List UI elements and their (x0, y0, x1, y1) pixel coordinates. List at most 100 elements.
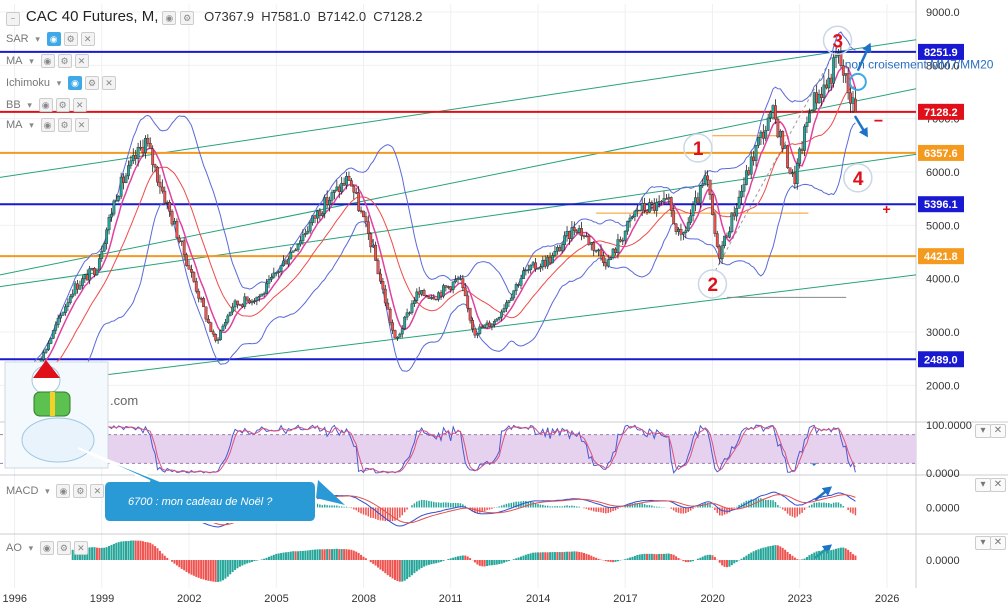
settings-icon[interactable]: ⚙ (180, 11, 195, 25)
eye-icon[interactable]: ◉ (38, 98, 53, 112)
candle-body (318, 210, 322, 216)
candle-body (844, 73, 848, 76)
candle (330, 189, 334, 205)
indicator-ao[interactable]: AO ▾ ◉ ⚙ ✕ (6, 541, 88, 555)
dropdown-icon[interactable]: ▾ (28, 543, 34, 553)
candle-body (832, 57, 836, 84)
eye-icon[interactable]: ◉ (39, 541, 54, 555)
settings-icon[interactable]: ⚙ (56, 541, 71, 555)
close-icon[interactable]: ✕ (102, 76, 117, 90)
candle-body (177, 237, 181, 242)
eye-icon[interactable]: ◉ (162, 11, 177, 25)
candle-body (410, 303, 414, 313)
dropdown-icon[interactable]: ▾ (56, 78, 62, 88)
collapse-pane-icon[interactable]: ▾ (975, 536, 991, 550)
candle (262, 291, 266, 298)
candle (570, 221, 574, 242)
candle-body (442, 285, 445, 297)
candle-body (381, 281, 385, 290)
indicator-sar[interactable]: SAR ▾ ◉ ⚙ ✕ (6, 32, 95, 46)
candle-body (454, 279, 457, 283)
candle (580, 221, 583, 241)
candle-body (512, 290, 516, 299)
candle-body (446, 286, 450, 288)
candle-body (766, 117, 770, 131)
candles-group (13, 43, 857, 393)
candle-body (824, 84, 828, 89)
indicator-macd[interactable]: MACD ▾ ◉ ⚙ ✕ (6, 484, 105, 498)
close-icon[interactable]: ✕ (80, 32, 95, 46)
close-icon[interactable]: ✕ (74, 54, 89, 68)
candle-body (182, 240, 186, 255)
dropdown-icon[interactable]: ▾ (27, 100, 32, 110)
eye-icon[interactable]: ◉ (40, 54, 55, 68)
wave-1-label: 1 (693, 139, 704, 160)
candle-body (233, 300, 237, 308)
candle-body (185, 254, 188, 266)
candle (715, 230, 719, 249)
dropdown-icon[interactable]: ▾ (29, 56, 34, 66)
candle-body (139, 146, 142, 149)
candle-body (759, 131, 763, 138)
close-value: 7128.2 (382, 9, 423, 24)
candle (265, 279, 268, 295)
indicator-label: MA (6, 119, 23, 131)
candle-body (76, 283, 79, 290)
eye-icon[interactable]: ◉ (56, 484, 71, 498)
close-pane-icon[interactable]: ✕ (990, 478, 1006, 492)
settings-icon[interactable]: ⚙ (73, 484, 88, 498)
candle-body (333, 189, 336, 193)
candle-body (478, 326, 482, 334)
candle-body (730, 212, 734, 232)
candle-body (400, 328, 404, 335)
close-icon[interactable]: ✕ (73, 541, 88, 555)
symbol-title[interactable]: CAC 40 Futures, M, (25, 8, 159, 25)
collapse-pane-icon[interactable]: ▾ (975, 478, 991, 492)
eye-icon[interactable]: ◉ (46, 32, 61, 46)
collapse-pane-icon[interactable]: ▾ (975, 424, 991, 438)
candle (64, 303, 67, 316)
candle (255, 296, 259, 306)
close-pane-icon[interactable]: ✕ (990, 424, 1006, 438)
indicator-ma-2[interactable]: MA ▾ ◉ ⚙ ✕ (6, 118, 89, 132)
eye-icon[interactable]: ◉ (68, 76, 83, 90)
close-icon[interactable]: ✕ (72, 98, 87, 112)
candle-body (248, 299, 251, 304)
close-icon[interactable]: ✕ (90, 484, 105, 498)
close-pane-icon[interactable]: ✕ (990, 536, 1006, 550)
candle (136, 142, 140, 167)
settings-icon[interactable]: ⚙ (85, 76, 100, 90)
candle-body (449, 286, 453, 290)
candle (764, 125, 768, 142)
candle-body (793, 172, 797, 184)
settings-icon[interactable]: ⚙ (57, 54, 72, 68)
candle-body (638, 209, 642, 212)
candle (211, 329, 215, 338)
candle-body (587, 235, 591, 245)
settings-icon[interactable]: ⚙ (57, 118, 72, 132)
close-icon[interactable]: ✕ (74, 118, 89, 132)
settings-icon[interactable]: ⚙ (63, 32, 78, 46)
dropdown-icon[interactable]: ▾ (29, 120, 34, 130)
candle-body (531, 262, 535, 266)
indicator-bb[interactable]: BB ▾ ◉ ⚙ ✕ (6, 98, 87, 112)
candle (551, 252, 554, 264)
candle-body (340, 182, 344, 192)
collapse-icon[interactable]: − (6, 12, 20, 26)
candle-body (366, 221, 370, 234)
candle (803, 124, 806, 157)
candle-body (68, 296, 72, 303)
candle (320, 211, 324, 218)
indicator-ichimoku[interactable]: Ichimoku ▾ ◉ ⚙ ✕ (6, 76, 117, 90)
candle (328, 196, 331, 212)
candle (538, 263, 542, 272)
dropdown-icon[interactable]: ▾ (35, 34, 40, 44)
dropdown-icon[interactable]: ▾ (45, 486, 50, 496)
eye-icon[interactable]: ◉ (40, 118, 55, 132)
indicator-ma[interactable]: MA ▾ ◉ ⚙ ✕ (6, 54, 89, 68)
candle-body (609, 257, 613, 260)
candle-body (122, 176, 125, 183)
settings-icon[interactable]: ⚙ (55, 98, 70, 112)
candle (454, 275, 457, 284)
